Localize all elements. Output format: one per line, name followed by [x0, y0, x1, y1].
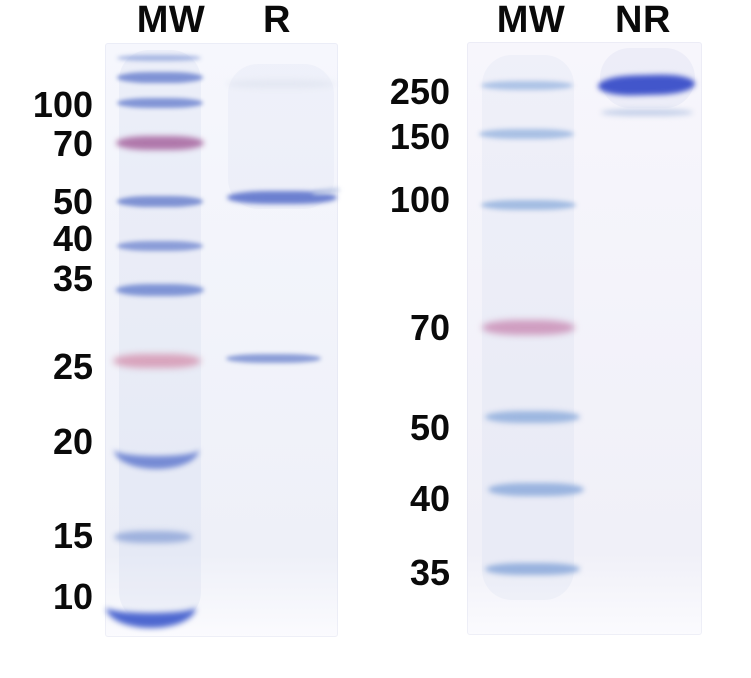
- band-nonreduced-mw-40kda: [488, 482, 584, 496]
- marker-label-nonreduced-250kda: 250: [389, 71, 450, 112]
- band-reduced-mw-15kda: [114, 531, 192, 543]
- band-nonreduced-mw-70kda: [482, 319, 575, 335]
- marker-label-nonreduced-50kda: 50: [409, 407, 450, 448]
- gel-image-nonreduced: [467, 42, 702, 635]
- band-reduced-mw-25kda: [113, 354, 201, 368]
- marker-label-reduced-15kda: 15: [52, 515, 93, 556]
- lane-smear-reduced-1: [228, 64, 334, 209]
- band-nonreduced-nr-8: [601, 108, 693, 116]
- band-reduced-r-11: [227, 80, 335, 88]
- band-reduced-mw-40kda: [117, 241, 203, 251]
- band-nonreduced-mw-50kda: [485, 411, 580, 423]
- lane-header-reduced-mw: MW: [136, 0, 206, 41]
- band-reduced-mw-0: [117, 55, 201, 61]
- marker-label-reduced-20kda: 20: [52, 421, 93, 462]
- band-reduced-mw-70kda: [116, 136, 204, 150]
- marker-label-reduced-50kda: 50: [52, 181, 93, 222]
- band-reduced-r-26kda: [226, 353, 321, 363]
- marker-label-reduced-10kda: 10: [52, 576, 93, 617]
- band-reduced-r-52kda: [227, 190, 337, 204]
- band-nonreduced-mw-35kda: [485, 563, 580, 575]
- band-reduced-mw-20kda: [114, 430, 199, 469]
- marker-label-nonreduced-100kda: 100: [389, 179, 450, 220]
- band-reduced-mw-1: [117, 71, 203, 83]
- marker-label-nonreduced-40kda: 40: [409, 478, 450, 519]
- lane-header-nonreduced-mw: MW: [496, 0, 566, 41]
- marker-label-nonreduced-70kda: 70: [409, 307, 450, 348]
- marker-label-reduced-40kda: 40: [52, 218, 93, 259]
- marker-label-reduced-100kda: 100: [32, 84, 93, 125]
- band-nonreduced-mw-250kda: [481, 80, 573, 90]
- marker-label-nonreduced-150kda: 150: [389, 116, 450, 157]
- marker-label-reduced-35kda: 35: [52, 258, 93, 299]
- marker-label-reduced-70kda: 70: [52, 123, 93, 164]
- lane-header-reduced-r: R: [263, 0, 291, 41]
- band-reduced-mw-35kda: [116, 284, 204, 296]
- band-nonreduced-mw-100kda: [481, 200, 576, 210]
- lane-header-nonreduced-nr: NR: [615, 0, 671, 41]
- band-nonreduced-mw-150kda: [479, 129, 574, 139]
- marker-label-nonreduced-35kda: 35: [409, 552, 450, 593]
- band-reduced-mw-50kda: [117, 195, 203, 207]
- band-reduced-mw-100kda: [117, 98, 203, 108]
- band-reduced-mw-10kda: [106, 586, 196, 628]
- marker-label-reduced-25kda: 25: [52, 346, 93, 387]
